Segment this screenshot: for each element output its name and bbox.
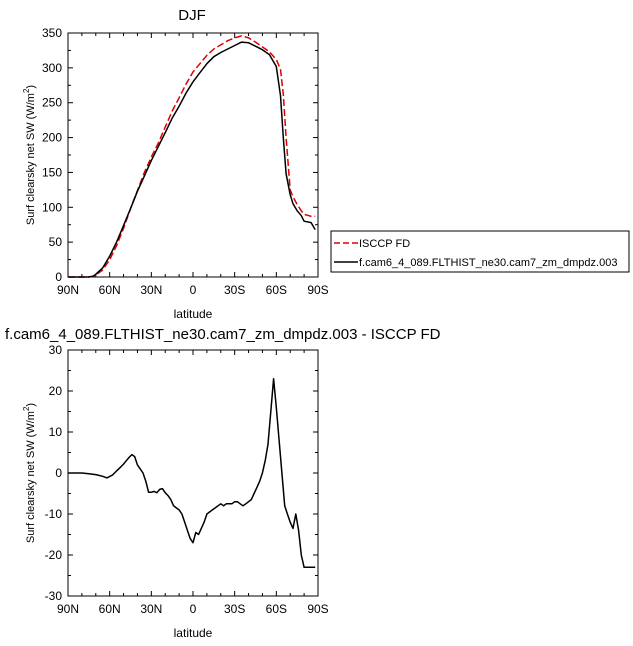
x-tick-label: 30N	[140, 283, 162, 297]
series-line-1	[68, 35, 316, 278]
y-tick-label: 300	[42, 61, 62, 75]
y-tick-label: -20	[45, 548, 63, 562]
x-tick-label: 60N	[99, 602, 121, 616]
y-axis-label: Surf clearsky net SW (W/m2)	[22, 85, 37, 225]
y-tick-label: 10	[49, 425, 63, 439]
x-tick-label: 30N	[140, 602, 162, 616]
x-tick-label: 60S	[266, 602, 287, 616]
legend-box	[330, 230, 630, 273]
y-axis-label-main: Surf clearsky net SW (W/m	[25, 411, 37, 543]
y-axis-label-sup: 2	[22, 406, 31, 411]
x-tick-label: 60N	[99, 283, 121, 297]
y-axis-label-close: )	[25, 85, 37, 89]
x-tick-label: 0	[190, 283, 197, 297]
chart-panel-1: DJF 90N 60N 30N 0 30S 60S 90S 0 50 100 150 200 250 300…	[22, 7, 630, 321]
x-tick-label: 90N	[57, 602, 79, 616]
y-tick-label: 50	[49, 235, 63, 249]
series-line-2	[68, 41, 316, 278]
y-tick-label: 20	[49, 384, 63, 398]
x-tick-label: 30S	[224, 283, 245, 297]
legend: ISCCP FD f.cam6_4_089.FLTHIST_ne30.cam7_z…	[330, 230, 630, 273]
x-tick-label: 60S	[266, 283, 287, 297]
y-tick-label: 200	[42, 131, 62, 145]
series-line-1	[68, 377, 316, 569]
y-tick-label: 100	[42, 200, 62, 214]
y-tick-label: 350	[42, 26, 62, 40]
x-tick-label: 90S	[307, 602, 328, 616]
x-tick-label: 0	[190, 602, 197, 616]
y-tick-label: 150	[42, 165, 62, 179]
chart-panel-2: f.cam6_4_089.FLTHIST_ne30.cam7_zm_dmpdz.…	[5, 326, 441, 640]
plot-frame	[67, 349, 319, 597]
x-axis-label: latitude	[174, 626, 213, 640]
x-axis-label: latitude	[174, 307, 213, 321]
chart-title: DJF	[178, 7, 206, 24]
y-tick-label: 0	[55, 466, 62, 480]
y-axis-label-main: Surf clearsky net SW (W/m	[25, 93, 37, 225]
y-tick-label: 30	[49, 343, 63, 357]
y-tick-label: -10	[45, 507, 63, 521]
x-tick-label: 90S	[307, 283, 328, 297]
y-axis-label: Surf clearsky net SW (W/m2)	[22, 403, 37, 543]
legend-label: ISCCP FD	[359, 238, 410, 250]
y-tick-label: 0	[55, 270, 62, 284]
y-tick-label: -30	[45, 589, 63, 603]
legend-label: f.cam6_4_089.FLTHIST_ne30.cam7_zm_dmpdz.…	[359, 257, 617, 269]
x-tick-label: 30S	[224, 602, 245, 616]
x-tick-label: 90N	[57, 283, 79, 297]
y-axis-label-sup: 2	[22, 88, 31, 93]
y-axis-label-close: )	[25, 403, 37, 407]
chart-title: f.cam6_4_089.FLTHIST_ne30.cam7_zm_dmpdz.…	[5, 326, 441, 343]
y-tick-label: 250	[42, 96, 62, 110]
